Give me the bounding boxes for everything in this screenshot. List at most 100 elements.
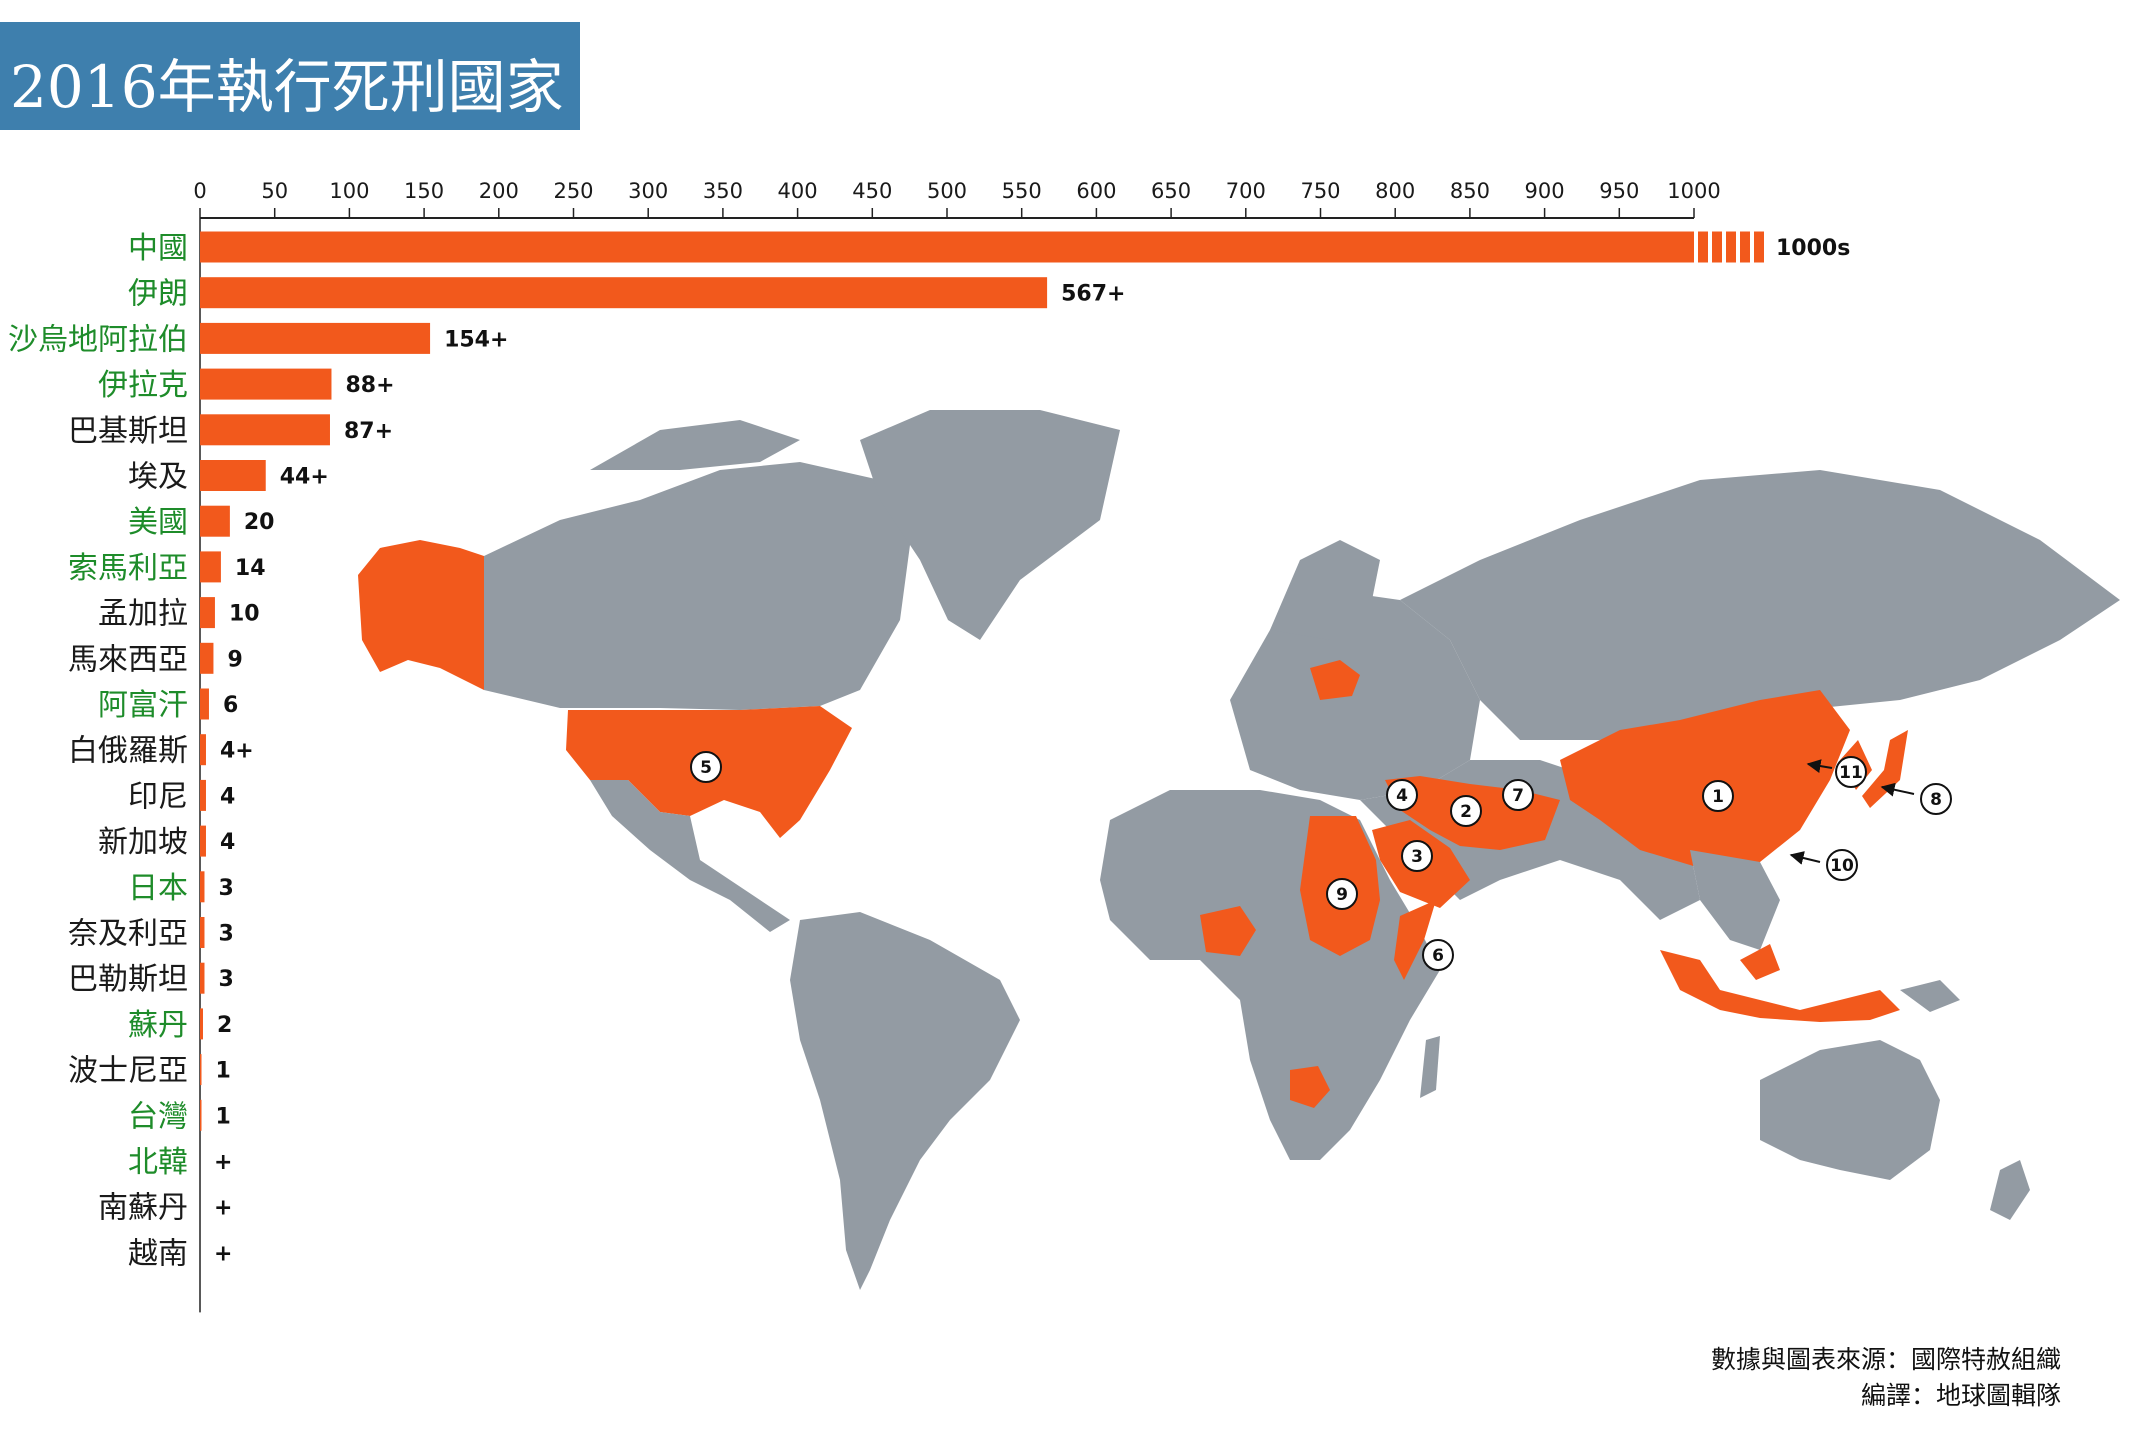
value-label: 4 <box>220 784 235 809</box>
value-label: 44+ <box>280 465 329 490</box>
x-tick-label: 600 <box>1076 179 1116 203</box>
bar <box>200 1054 202 1086</box>
value-label: + <box>214 1150 232 1175</box>
map-marker <box>690 751 722 783</box>
country-label: 巴勒斯坦 <box>68 962 188 997</box>
map-marker-number: 2 <box>1460 802 1472 822</box>
country-label: 台灣 <box>128 1099 188 1134</box>
map-marker <box>1450 795 1482 827</box>
country-label: 越南 <box>128 1236 188 1271</box>
map-markers: 1 2 3 4 5 6 7 8 9 10 11 <box>690 751 1952 971</box>
map-marker-number: 8 <box>1930 790 1942 810</box>
map-marker <box>1920 783 1952 815</box>
bars-layer <box>200 231 1764 1131</box>
bar-extension-segment <box>1698 231 1708 263</box>
country-label: 北韓 <box>128 1145 188 1180</box>
value-label: + <box>214 1241 232 1266</box>
value-label: + <box>214 1196 232 1221</box>
bar <box>200 642 214 674</box>
bar <box>200 734 206 766</box>
value-label: 6 <box>223 693 238 718</box>
country-label: 印尼 <box>128 779 188 814</box>
map-region-belarus <box>1310 660 1360 700</box>
value-label: 88+ <box>345 373 394 398</box>
bar <box>200 231 1694 263</box>
map-marker-number: 3 <box>1411 847 1423 867</box>
map-region-papua <box>1900 980 1960 1012</box>
x-tick-label: 100 <box>329 179 369 203</box>
map-region-south-america <box>790 912 1020 1290</box>
value-label: 1000s <box>1776 236 1850 261</box>
map-region-russia-asia <box>1400 470 2120 740</box>
bar <box>200 871 205 903</box>
map-marker <box>1835 756 1867 788</box>
map-region-new-zealand <box>1990 1160 2030 1220</box>
x-tick-label: 650 <box>1151 179 1191 203</box>
map-marker <box>1702 780 1734 812</box>
map-marker <box>1401 840 1433 872</box>
x-tick-label: 500 <box>927 179 967 203</box>
x-tick-label: 300 <box>628 179 668 203</box>
map-marker <box>1826 849 1858 881</box>
bar <box>200 414 330 446</box>
value-label: 3 <box>218 922 233 947</box>
bar <box>200 322 431 354</box>
map-marker <box>1502 779 1534 811</box>
map-region-australia <box>1760 1040 1940 1180</box>
bar <box>200 505 230 537</box>
source-line: 數據與圖表來源：國際特赦組織 <box>1710 1345 2061 1374</box>
value-label: 3 <box>218 876 233 901</box>
x-tick-label: 150 <box>404 179 444 203</box>
map-region-china <box>1560 690 1850 868</box>
marker-arrow <box>1880 782 1915 797</box>
value-label: 4 <box>220 830 235 855</box>
country-label: 孟加拉 <box>98 597 188 632</box>
map-region-greenland <box>860 410 1120 640</box>
marker-arrow <box>1806 759 1833 773</box>
map-marker-number: 7 <box>1512 786 1524 806</box>
value-label: 14 <box>235 556 266 581</box>
x-tick-label: 550 <box>1002 179 1042 203</box>
map-marker-number: 4 <box>1396 786 1408 806</box>
country-label: 巴基斯坦 <box>68 414 188 449</box>
map-marker <box>1422 939 1454 971</box>
value-label: 10 <box>229 602 260 627</box>
bar <box>200 688 209 720</box>
x-tick-label: 250 <box>553 179 593 203</box>
map-region-madagascar <box>1420 1036 1440 1098</box>
map-region-nigeria <box>1200 906 1256 956</box>
country-label: 新加坡 <box>98 825 188 860</box>
x-tick-label: 1000 <box>1667 179 1720 203</box>
country-label: 伊朗 <box>128 277 188 312</box>
map-marker-number: 11 <box>1839 763 1863 783</box>
x-tick-label: 50 <box>261 179 288 203</box>
bar <box>200 825 206 857</box>
country-label: 伊拉克 <box>98 368 188 403</box>
x-tick-label: 0 <box>193 179 206 203</box>
x-tick-label: 800 <box>1375 179 1415 203</box>
bar <box>200 962 205 994</box>
x-tick-label: 400 <box>778 179 818 203</box>
bar-extension-segment <box>1740 231 1750 263</box>
bar <box>200 917 205 948</box>
country-label: 波士尼亞 <box>68 1054 188 1089</box>
x-tick-label: 700 <box>1226 179 1266 203</box>
bar-extension-segment <box>1754 231 1764 263</box>
map-region-indonesia-malaysia <box>1660 944 1900 1022</box>
map-marker <box>1386 779 1418 811</box>
map-region-alaska <box>358 540 484 690</box>
map-region-canada <box>484 462 912 710</box>
value-label: 20 <box>244 510 275 535</box>
x-tick-label: 900 <box>1525 179 1565 203</box>
bar-extension <box>1698 231 1764 263</box>
value-label: 1 <box>215 1059 230 1084</box>
country-label: 美國 <box>128 505 188 540</box>
map-marker-number: 10 <box>1830 856 1854 876</box>
bar <box>200 1008 203 1040</box>
value-label: 4+ <box>220 739 254 764</box>
map-region-somalia <box>1394 900 1436 980</box>
country-label: 馬來西亞 <box>68 642 188 677</box>
world-map <box>358 410 2120 1290</box>
map-region-botswana <box>1290 1066 1330 1108</box>
